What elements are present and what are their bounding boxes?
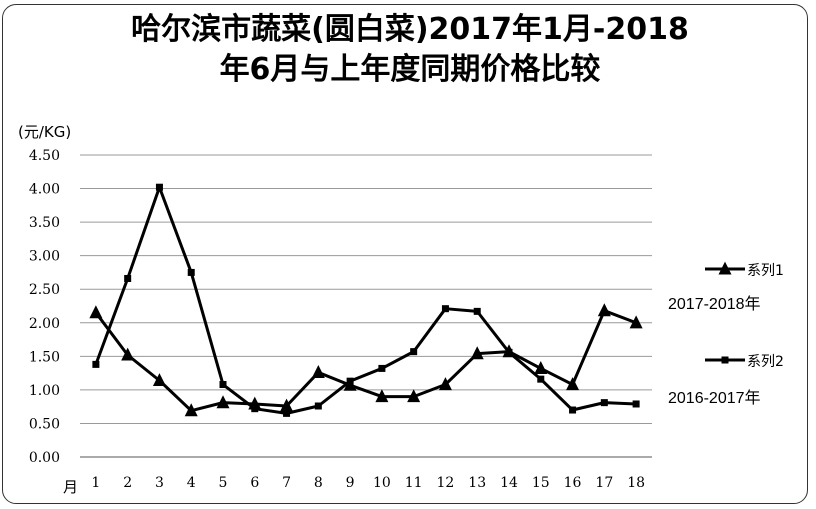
x-tick-label: 10 [373,475,391,491]
x-axis-unit-label: 月 [63,478,79,496]
data-point-series-1 [280,398,294,412]
y-axis-unit-label: (元/KG) [18,123,72,141]
data-point-series-1 [566,377,580,391]
data-point-series-1 [152,373,166,387]
y-tick-labels: 0.00 0.50 1.00 1.50 2.00 2.50 3.00 3.50 4.00 4.50 [29,148,60,466]
data-point-series-1 [121,347,135,361]
period-label-series-1: 2017-2018年 [668,296,761,313]
x-tick-label: 13 [468,475,486,491]
data-point-series-2 [251,405,259,413]
legend-label-series-1: 系列1 [747,263,784,279]
data-point-series-2 [314,402,322,410]
x-tick-label: 9 [346,475,355,491]
data-point-series-1 [311,365,325,378]
data-point-series-1 [629,315,643,329]
data-point-series-1 [375,389,389,403]
grid-lines [80,154,652,458]
data-point-series-2 [505,348,513,356]
x-tick-label: 8 [314,475,323,491]
x-tick-label: 18 [627,475,645,491]
series-lines [94,185,637,415]
data-point-series-1 [470,346,484,360]
data-point-series-2 [410,348,418,356]
legend-marks [705,261,745,364]
series-line-2 [94,185,637,415]
x-tick-label: 2 [123,475,132,491]
y-tick-label: 2.50 [29,282,60,298]
y-tick-label: 3.00 [29,249,60,265]
x-tick-label: 12 [437,475,455,491]
data-point-series-2 [124,274,132,282]
y-tick-label: 3.50 [29,215,60,231]
data-point-series-2 [600,399,608,407]
x-tick-label: 7 [282,475,291,491]
data-point-series-2 [537,375,545,383]
data-point-series-2 [92,360,100,368]
data-point-series-1 [89,305,103,319]
y-tick-label: 4.50 [29,148,60,164]
x-tick-label: 1 [91,475,100,491]
x-tick-label: 4 [187,475,196,491]
x-tick-label: 15 [532,475,550,491]
x-tick-label: 17 [595,475,613,491]
data-point-series-2 [346,377,354,385]
y-tick-label: 0.50 [29,416,60,432]
chart-title: 哈尔滨市蔬菜(圆白菜)2017年1月-2018 年6月与上年度同期价格比较 [40,10,780,90]
x-tick-labels: 1 2 3 4 5 6 7 8 9 10 11 12 13 14 15 16 17 18 [91,475,645,491]
data-point-series-2 [632,400,640,408]
x-tick-label: 16 [564,475,582,491]
x-tick-label: 11 [405,475,423,491]
data-point-series-1 [407,389,421,403]
legend-marker-series-2 [721,356,729,364]
data-point-series-1 [534,361,548,374]
data-point-series-1 [438,377,452,391]
series-markers [89,183,643,417]
y-tick-label: 4.00 [29,182,60,198]
data-point-series-2 [155,183,163,191]
x-tick-label: 3 [155,475,164,491]
data-point-series-2 [378,364,386,372]
data-point-series-2 [473,307,481,315]
chart-title-line-2: 年6月与上年度同期价格比较 [219,52,601,87]
chart-title-line-1: 哈尔滨市蔬菜(圆白菜)2017年1月-2018 [131,12,689,47]
x-tick-label: 5 [219,475,228,491]
period-label-series-2: 2016-2017年 [668,390,761,407]
data-point-series-1 [597,303,611,317]
data-point-series-2 [569,406,577,414]
data-point-series-2 [187,268,195,276]
data-point-series-2 [219,381,227,389]
legend-marker-series-1 [718,261,732,275]
y-tick-label: 2.00 [29,316,60,332]
data-point-series-1 [184,403,198,417]
x-tick-label: 14 [500,475,518,491]
chart-frame [2,4,808,504]
legend-label-series-2: 系列2 [747,354,784,370]
data-point-series-1 [216,395,230,409]
y-tick-label: 1.00 [29,383,60,399]
x-tick-label: 6 [250,475,259,491]
series-line-1 [94,309,637,413]
y-tick-label: 1.50 [29,349,60,365]
y-tick-label: 0.00 [29,450,60,466]
data-point-series-2 [283,409,291,417]
data-point-series-2 [441,305,449,313]
